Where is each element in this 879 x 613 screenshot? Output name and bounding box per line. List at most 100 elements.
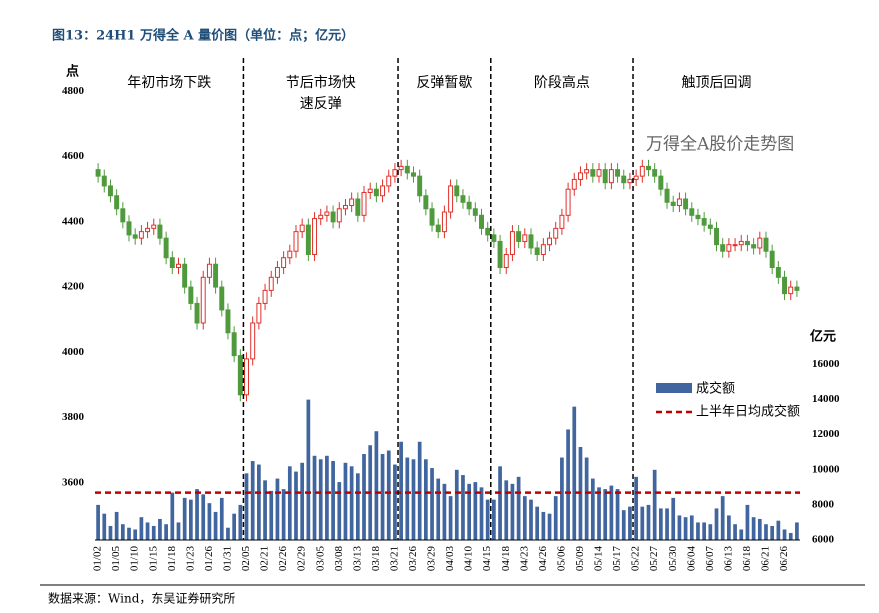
candle-body (336, 208, 342, 223)
volume-bar (170, 492, 175, 540)
volume-bar (195, 489, 199, 540)
volume-bar (405, 457, 410, 540)
volume-bar (498, 466, 502, 540)
volume-bar (671, 497, 676, 540)
volume-bar (733, 524, 737, 540)
volume-bar (535, 506, 540, 540)
candle-body (491, 234, 497, 242)
volume-bar (714, 508, 719, 540)
candle-body (621, 175, 627, 184)
volume-bar (442, 483, 447, 540)
candle-body (670, 201, 676, 207)
candle-body (522, 234, 528, 242)
y-tick-label: 4800 (62, 85, 85, 97)
candle-body (213, 263, 219, 288)
x-tick-label: 01/10 (129, 546, 141, 572)
volume-bar (120, 524, 125, 540)
candle-body (305, 224, 311, 255)
volume-bar (788, 532, 793, 540)
volume-bar (652, 469, 657, 540)
x-tick-label: 06/18 (741, 546, 753, 572)
volume-bar (776, 520, 781, 540)
y-tick-label: 4200 (62, 281, 85, 293)
y-tick-label: 4400 (62, 215, 85, 227)
candle-body (714, 227, 719, 246)
candle-body (534, 247, 540, 255)
x-tick-label: 06/21 (760, 546, 772, 571)
candle-body (126, 221, 132, 236)
volume-bar (331, 461, 335, 540)
x-tick-label: 03/21 (388, 546, 400, 571)
volume-bar (164, 524, 168, 540)
candle-body (584, 169, 590, 174)
candle-body (689, 208, 695, 216)
volume-bar (677, 515, 682, 540)
volume-bar (621, 510, 626, 540)
volume-bar (492, 499, 496, 540)
candle-body (349, 198, 355, 207)
volume-bar (417, 441, 422, 540)
volume-bar (287, 466, 292, 540)
candle-body (367, 188, 373, 193)
volume-bar (275, 478, 280, 540)
candle-body (608, 169, 614, 184)
volume-bar (751, 517, 756, 540)
volume-bar (411, 459, 416, 540)
x-tick-label: 01/05 (110, 546, 122, 572)
volume-bar (201, 494, 206, 540)
x-tick-label: 05/14 (593, 546, 605, 572)
candle-body (509, 231, 515, 255)
candle-body (775, 267, 781, 278)
phase-label: 年初市场下跌 (127, 74, 211, 91)
volume-bar (139, 517, 144, 540)
volume-bar (510, 483, 515, 540)
x-tick-label: 06/04 (685, 546, 697, 572)
volume-bar (770, 525, 775, 540)
x-tick-label: 05/27 (648, 546, 660, 572)
candle-body (429, 208, 435, 226)
candle-body (237, 355, 243, 396)
candle-body (528, 234, 534, 249)
candle-body (299, 224, 305, 233)
candle-body (757, 237, 763, 249)
chart-title: 图13：24H1 万得全 A 量价图（单位：点；亿元） (52, 28, 354, 44)
candle-body (565, 188, 571, 216)
candle-body (596, 169, 602, 177)
x-tick-label: 02/05 (240, 546, 252, 572)
x-tick-label: 06/13 (722, 546, 734, 572)
candle-body (355, 198, 361, 216)
volume-bar (207, 503, 212, 540)
volume-bar (659, 508, 663, 540)
volume-bar (646, 504, 651, 540)
candle-body (658, 175, 664, 190)
x-tick-label: 04/10 (463, 546, 475, 572)
x-tick-label: 04/23 (518, 546, 530, 572)
x-tick-label: 01/18 (166, 546, 178, 572)
volume-bar (238, 504, 243, 540)
candle-body (577, 172, 583, 180)
candle-body (738, 240, 744, 246)
phase-label: 反弹暂歇 (416, 75, 472, 91)
candle-body (590, 169, 596, 177)
x-tick-label: 05/22 (630, 546, 642, 571)
legend-swatch (656, 383, 692, 393)
candle-body (194, 302, 200, 324)
candle-body (726, 244, 732, 252)
y2-tick-label: 12000 (812, 428, 840, 440)
y2-tick-label: 16000 (812, 358, 840, 370)
volume-bar (590, 478, 595, 540)
candle-body (231, 332, 237, 357)
candle-body (559, 214, 565, 229)
volume-bar (337, 482, 342, 540)
candle-body (602, 169, 608, 184)
volume-bar (541, 511, 546, 540)
volume-bar (479, 487, 484, 540)
volume-bar (226, 527, 230, 540)
y-tick-label: 4000 (62, 346, 85, 358)
volume-bar (566, 429, 570, 540)
candle-body (664, 188, 670, 203)
x-tick-label: 04/26 (537, 546, 549, 572)
volume-bar (448, 496, 453, 540)
phase-label: 速反弹 (300, 96, 342, 112)
volume-bar (325, 455, 329, 540)
